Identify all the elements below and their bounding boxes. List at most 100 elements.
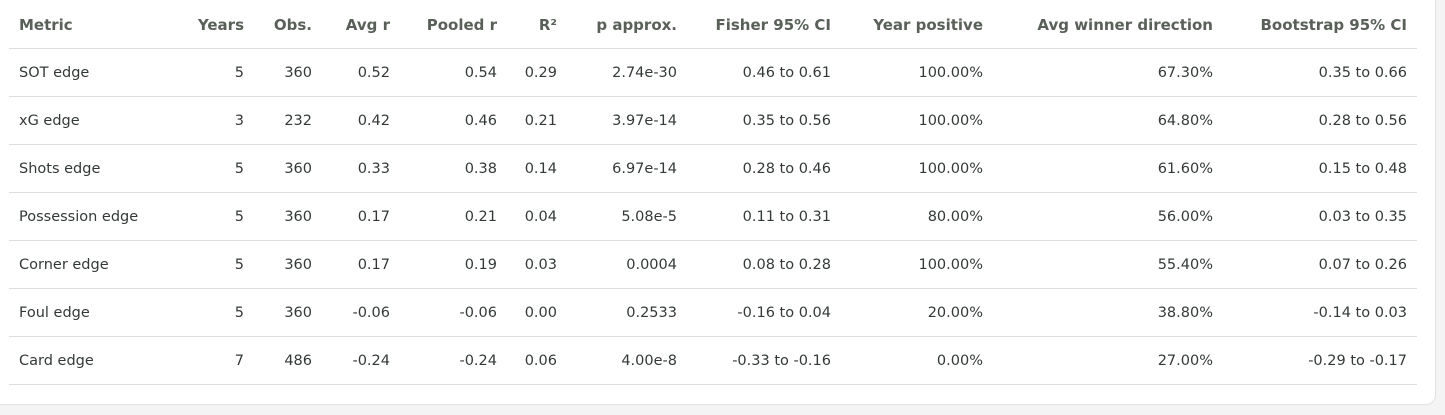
cell-obs: 486 xyxy=(254,336,322,385)
cell-r-squared: 0.00 xyxy=(507,288,567,337)
cell-fisher-ci: 0.35 to 0.56 xyxy=(687,96,841,145)
cell-avg-r: -0.06 xyxy=(322,288,400,337)
cell-fisher-ci: 0.46 to 0.61 xyxy=(687,48,841,97)
cell-r-squared: 0.29 xyxy=(507,48,567,97)
table-row: Foul edge 5 360 -0.06 -0.06 0.00 0.2533 -0.16 t… xyxy=(9,288,1417,337)
column-header-year-positive: Year positive xyxy=(841,2,993,49)
table-row: Possession edge 5 360 0.17 0.21 0.04 5.08e-5 0.… xyxy=(9,192,1417,241)
cell-p-approx: 3.97e-14 xyxy=(567,96,687,145)
cell-years: 7 xyxy=(174,336,254,385)
cell-avg-r: 0.52 xyxy=(322,48,400,97)
cell-r-squared: 0.03 xyxy=(507,240,567,289)
cell-avg-winner-direction: 64.80% xyxy=(993,96,1223,145)
column-header-fisher-ci: Fisher 95% CI xyxy=(687,2,841,49)
cell-obs: 360 xyxy=(254,192,322,241)
cell-years: 5 xyxy=(174,288,254,337)
cell-metric: xG edge xyxy=(9,96,174,145)
cell-year-positive: 100.00% xyxy=(841,48,993,97)
cell-r-squared: 0.04 xyxy=(507,192,567,241)
cell-year-positive: 0.00% xyxy=(841,336,993,385)
cell-obs: 360 xyxy=(254,144,322,193)
column-header-obs: Obs. xyxy=(254,2,322,49)
column-header-avg-r: Avg r xyxy=(322,2,400,49)
cell-bootstrap-ci: 0.03 to 0.35 xyxy=(1223,192,1417,241)
column-header-p-approx: p approx. xyxy=(567,2,687,49)
cell-year-positive: 100.00% xyxy=(841,144,993,193)
column-header-avg-winner-direction: Avg winner direction xyxy=(993,2,1223,49)
table-row: Shots edge 5 360 0.33 0.38 0.14 6.97e-14 0.28 t… xyxy=(9,144,1417,193)
cell-bootstrap-ci: 0.28 to 0.56 xyxy=(1223,96,1417,145)
cell-year-positive: 80.00% xyxy=(841,192,993,241)
cell-pooled-r: -0.06 xyxy=(400,288,507,337)
cell-fisher-ci: 0.28 to 0.46 xyxy=(687,144,841,193)
cell-years: 5 xyxy=(174,144,254,193)
cell-obs: 360 xyxy=(254,288,322,337)
cell-obs: 232 xyxy=(254,96,322,145)
cell-fisher-ci: 0.11 to 0.31 xyxy=(687,192,841,241)
cell-fisher-ci: 0.08 to 0.28 xyxy=(687,240,841,289)
header-row: Metric Years Obs. Avg r Pooled r R² p approx. F… xyxy=(9,2,1417,49)
cell-pooled-r: 0.38 xyxy=(400,144,507,193)
cell-metric: Corner edge xyxy=(9,240,174,289)
cell-metric: Shots edge xyxy=(9,144,174,193)
cell-year-positive: 20.00% xyxy=(841,288,993,337)
cell-avg-r: 0.17 xyxy=(322,240,400,289)
cell-p-approx: 4.00e-8 xyxy=(567,336,687,385)
cell-p-approx: 2.74e-30 xyxy=(567,48,687,97)
cell-p-approx: 0.2533 xyxy=(567,288,687,337)
cell-bootstrap-ci: 0.35 to 0.66 xyxy=(1223,48,1417,97)
cell-pooled-r: -0.24 xyxy=(400,336,507,385)
cell-obs: 360 xyxy=(254,240,322,289)
cell-avg-winner-direction: 55.40% xyxy=(993,240,1223,289)
cell-avg-winner-direction: 27.00% xyxy=(993,336,1223,385)
table-row: xG edge 3 232 0.42 0.46 0.21 3.97e-14 0.35 to 0… xyxy=(9,96,1417,145)
table-row: SOT edge 5 360 0.52 0.54 0.29 2.74e-30 0.46 to … xyxy=(9,48,1417,97)
column-header-r-squared: R² xyxy=(507,2,567,49)
cell-avg-winner-direction: 56.00% xyxy=(993,192,1223,241)
cell-avg-winner-direction: 61.60% xyxy=(993,144,1223,193)
cell-years: 5 xyxy=(174,48,254,97)
cell-years: 5 xyxy=(174,240,254,289)
cell-r-squared: 0.21 xyxy=(507,96,567,145)
cell-years: 3 xyxy=(174,96,254,145)
cell-avg-winner-direction: 38.80% xyxy=(993,288,1223,337)
cell-fisher-ci: -0.16 to 0.04 xyxy=(687,288,841,337)
cell-r-squared: 0.06 xyxy=(507,336,567,385)
cell-pooled-r: 0.54 xyxy=(400,48,507,97)
cell-metric: SOT edge xyxy=(9,48,174,97)
cell-metric: Card edge xyxy=(9,336,174,385)
cell-pooled-r: 0.21 xyxy=(400,192,507,241)
column-header-metric: Metric xyxy=(9,2,174,49)
table-row: Card edge 7 486 -0.24 -0.24 0.06 4.00e-8 -0.33 … xyxy=(9,336,1417,385)
cell-year-positive: 100.00% xyxy=(841,240,993,289)
cell-p-approx: 0.0004 xyxy=(567,240,687,289)
results-panel: Metric Years Obs. Avg r Pooled r R² p approx. F… xyxy=(0,0,1436,405)
cell-avg-winner-direction: 67.30% xyxy=(993,48,1223,97)
cell-obs: 360 xyxy=(254,48,322,97)
cell-bootstrap-ci: 0.15 to 0.48 xyxy=(1223,144,1417,193)
cell-metric: Foul edge xyxy=(9,288,174,337)
column-header-years: Years xyxy=(174,2,254,49)
cell-bootstrap-ci: 0.07 to 0.26 xyxy=(1223,240,1417,289)
cell-metric: Possession edge xyxy=(9,192,174,241)
cell-fisher-ci: -0.33 to -0.16 xyxy=(687,336,841,385)
table-body: SOT edge 5 360 0.52 0.54 0.29 2.74e-30 0.46 to … xyxy=(9,48,1417,385)
cell-r-squared: 0.14 xyxy=(507,144,567,193)
cell-avg-r: -0.24 xyxy=(322,336,400,385)
table-header: Metric Years Obs. Avg r Pooled r R² p approx. F… xyxy=(9,2,1417,49)
table-row: Corner edge 5 360 0.17 0.19 0.03 0.0004 0.08 to… xyxy=(9,240,1417,289)
cell-pooled-r: 0.19 xyxy=(400,240,507,289)
cell-bootstrap-ci: -0.14 to 0.03 xyxy=(1223,288,1417,337)
cell-avg-r: 0.33 xyxy=(322,144,400,193)
cell-year-positive: 100.00% xyxy=(841,96,993,145)
metrics-table: Metric Years Obs. Avg r Pooled r R² p approx. F… xyxy=(9,2,1417,385)
cell-avg-r: 0.17 xyxy=(322,192,400,241)
cell-bootstrap-ci: -0.29 to -0.17 xyxy=(1223,336,1417,385)
cell-pooled-r: 0.46 xyxy=(400,96,507,145)
cell-p-approx: 6.97e-14 xyxy=(567,144,687,193)
cell-years: 5 xyxy=(174,192,254,241)
column-header-pooled-r: Pooled r xyxy=(400,2,507,49)
cell-p-approx: 5.08e-5 xyxy=(567,192,687,241)
cell-avg-r: 0.42 xyxy=(322,96,400,145)
column-header-bootstrap-ci: Bootstrap 95% CI xyxy=(1223,2,1417,49)
